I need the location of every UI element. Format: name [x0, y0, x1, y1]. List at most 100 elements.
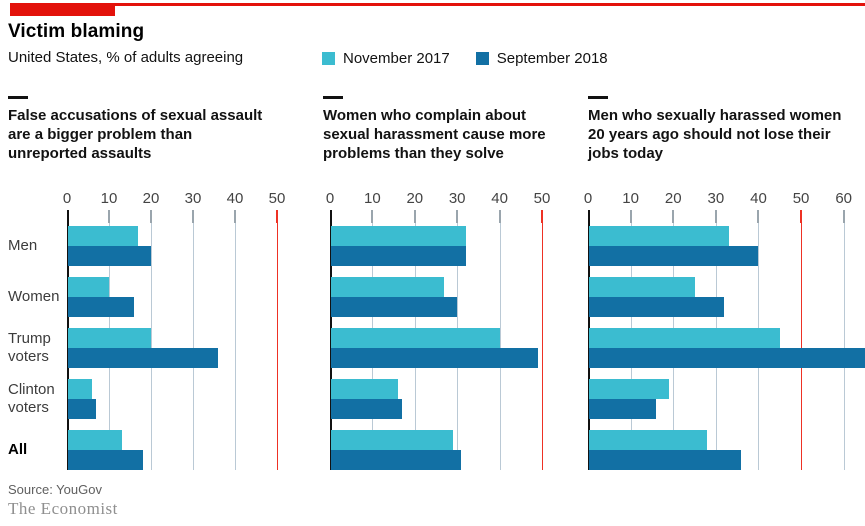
tick-label-0: 0 [62, 190, 72, 207]
tickmark [757, 210, 760, 223]
bar-group-all [330, 430, 542, 470]
bar-sep-2018 [331, 399, 403, 419]
panel-2-dash [323, 96, 343, 99]
bar-group-women [330, 277, 542, 317]
bar-group-trump-voters [588, 328, 865, 368]
legend-label-nov-2017: November 2017 [343, 50, 450, 67]
tickmark [498, 210, 501, 223]
gridline [193, 215, 194, 470]
bar-nov-2017 [331, 277, 445, 297]
tickmark [629, 210, 632, 223]
page-title: Victim blaming [8, 21, 145, 42]
bar-sep-2018 [68, 399, 97, 419]
bar-sep-2018 [589, 399, 657, 419]
tick-label-40: 40 [226, 190, 244, 207]
bar-group-men [67, 226, 277, 266]
tick-label-0: 0 [583, 190, 593, 207]
legend: November 2017 September 2018 [322, 50, 608, 67]
bar-sep-2018 [68, 450, 143, 470]
panel-2-plot [330, 210, 543, 470]
publisher-brand: The Economist [8, 499, 118, 518]
bar-sep-2018 [589, 348, 865, 368]
bar-sep-2018 [589, 297, 725, 317]
tick-label-40: 40 [491, 190, 508, 207]
tickmark [456, 210, 459, 223]
tick-label-50: 50 [533, 190, 551, 207]
tick-label-20: 20 [142, 190, 160, 207]
bar-nov-2017 [589, 277, 695, 297]
bar-nov-2017 [589, 226, 729, 246]
row-label-women: Women [8, 288, 60, 305]
bar-group-all [588, 430, 865, 470]
bar-group-women [588, 277, 865, 317]
bar-nov-2017 [68, 277, 109, 297]
bar-nov-2017 [331, 328, 500, 348]
panel-3-title-text: Men who sexually harassed women 20 years… [588, 107, 842, 162]
tickmark [234, 210, 236, 223]
tickmark [672, 210, 675, 223]
bar-group-trump-voters [330, 328, 542, 368]
legend-label-sep-2018: September 2018 [496, 50, 608, 67]
bar-nov-2017 [68, 226, 139, 246]
legend-item-nov-2017: November 2017 [322, 50, 450, 67]
top-red-tab [10, 3, 115, 16]
panel-3-plot [588, 210, 865, 470]
tick-label-30: 30 [184, 190, 202, 207]
tickmark [800, 210, 803, 223]
bar-nov-2017 [589, 379, 669, 399]
tick-label-30: 30 [707, 190, 725, 207]
bar-group-trump-voters [67, 328, 277, 368]
tickmark [108, 210, 110, 223]
bar-nov-2017 [589, 328, 780, 348]
bar-group-clinton-voters [330, 379, 542, 419]
tick-label-50: 50 [792, 190, 810, 207]
legend-swatch-sep-2018 [475, 52, 489, 65]
gridline [499, 215, 501, 470]
panel-1-title: False accusations of sexual assault are … [8, 96, 270, 163]
tickmark [192, 210, 194, 223]
tickmark [150, 210, 152, 223]
panel-2-title: Women who complain about sexual harassme… [323, 96, 561, 163]
bar-group-clinton-voters [588, 379, 865, 419]
row-label-all: All [8, 441, 28, 458]
tick-label-10: 10 [100, 190, 118, 207]
tick-label-10: 10 [364, 190, 381, 207]
panel-3-title: Men who sexually harassed women 20 years… [588, 96, 860, 163]
red-gridline [277, 215, 278, 470]
bar-nov-2017 [331, 226, 466, 246]
bar-group-men [588, 226, 865, 266]
panel-2-title-text: Women who complain about sexual harassme… [323, 107, 546, 162]
panel-1-title-text: False accusations of sexual assault are … [8, 107, 263, 162]
bar-group-clinton-voters [67, 379, 277, 419]
bar-sep-2018 [68, 246, 151, 266]
tickmark [541, 210, 543, 223]
gridline [843, 215, 845, 470]
tickmark [276, 210, 278, 223]
gridline [235, 215, 236, 470]
row-label-clinton-voters: Clinton voters [8, 381, 55, 416]
red-gridline [801, 215, 803, 470]
bar-group-men [330, 226, 542, 266]
red-gridline [542, 215, 543, 470]
tickmark [371, 210, 374, 223]
legend-swatch-nov-2017 [322, 52, 335, 65]
bar-group-women [67, 277, 277, 317]
tick-label-30: 30 [448, 190, 466, 207]
tick-label-60: 60 [835, 190, 853, 207]
panel-2-tick-labels: 0 10 20 30 40 50 [326, 190, 551, 208]
panel-3-dash [588, 96, 608, 99]
bar-group-all [67, 430, 277, 470]
bar-nov-2017 [331, 430, 453, 450]
row-label-men: Men [8, 237, 38, 254]
tickmark [714, 210, 717, 223]
tick-label-10: 10 [622, 190, 639, 207]
chart-subtitle: United States, % of adults agreeing [8, 49, 244, 66]
gridline [151, 215, 152, 470]
bar-sep-2018 [331, 348, 538, 368]
bar-nov-2017 [68, 379, 93, 399]
bar-sep-2018 [68, 297, 135, 317]
panel-1-dash [8, 96, 28, 99]
row-label-trump-voters: Trump voters [8, 330, 51, 365]
top-red-rule [10, 3, 865, 6]
